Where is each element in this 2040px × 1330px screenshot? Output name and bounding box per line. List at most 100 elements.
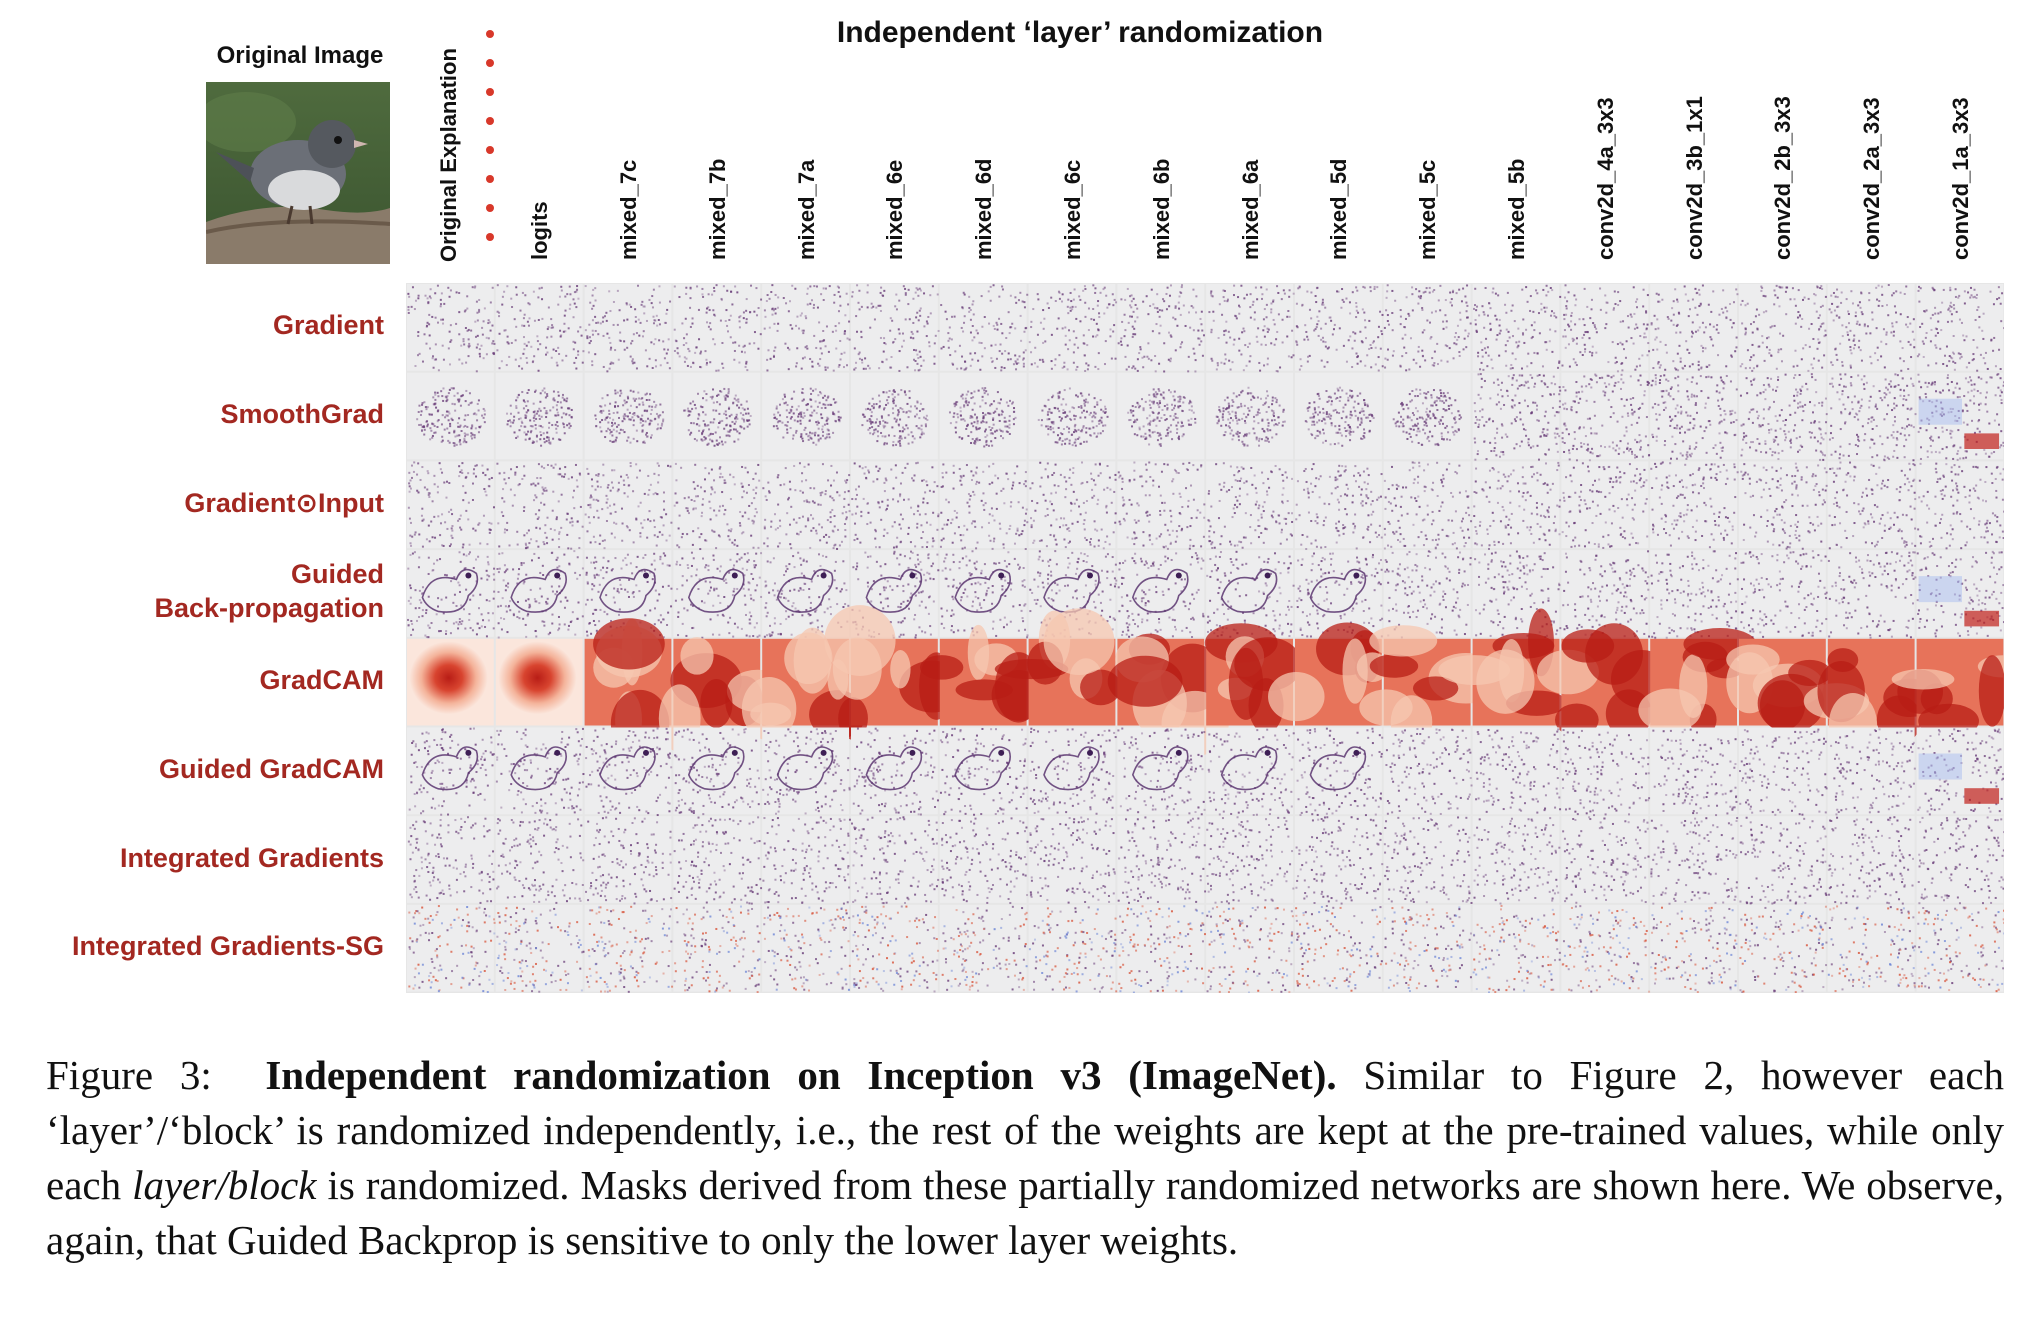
cell-r8-c8	[1028, 904, 1118, 993]
original-bird-image	[206, 82, 390, 264]
col-label-original-explanation: Original Explanation	[436, 48, 461, 262]
caption-bold-title: Independent randomization on Inception v…	[265, 1052, 1337, 1098]
col-label-conv2d-2a-3x3: conv2d_2a_3x3	[1859, 97, 1885, 260]
cell-r7-c18	[1916, 816, 2004, 905]
cell-r4-c16	[1739, 550, 1828, 639]
cell-r8-c18	[1916, 904, 2004, 993]
cell-r4-c13	[1472, 550, 1562, 639]
cell-r1-c5	[762, 284, 851, 372]
original-image-title: Original Image	[216, 42, 384, 69]
col-label-mixed-7a: mixed_7a	[793, 159, 819, 260]
cell-r6-c7	[939, 727, 1028, 816]
cell-r3-c15	[1650, 461, 1739, 549]
caption-text-2: is randomized. Masks derived from these …	[46, 1162, 2005, 1263]
cell-r8-c3	[584, 904, 674, 993]
cell-r2-c17	[1827, 372, 1917, 462]
cell-r7-c12	[1383, 816, 1473, 904]
col-label-mixed-6c: mixed_6c	[1060, 159, 1085, 260]
cell-r3-c4	[673, 461, 761, 551]
cell-r6-c6	[851, 727, 939, 816]
cell-r5-c18	[1891, 638, 2004, 739]
col-label-mixed-7b: mixed_7b	[704, 158, 730, 261]
caption-italic: layer/block	[132, 1162, 317, 1208]
cell-r6-c17	[1827, 727, 1916, 816]
cell-r8-c7	[939, 904, 1028, 992]
cell-r8-c14	[1561, 904, 1651, 993]
cell-r8-c12	[1383, 904, 1472, 993]
cell-r1-c14	[1561, 284, 1651, 373]
cell-r2-c10	[1206, 372, 1293, 460]
cell-r7-c6	[851, 816, 940, 905]
col-label-mixed-5c: mixed_5c	[1415, 159, 1441, 260]
cell-r2-c15	[1650, 372, 1738, 460]
cell-r8-c13	[1472, 904, 1561, 993]
cell-r7-c2	[495, 816, 585, 904]
cell-r5-c15	[1638, 628, 1757, 736]
cell-r6-c13	[1472, 727, 1562, 815]
cell-r1-c4	[673, 284, 763, 372]
cell-r5-c3	[584, 618, 672, 758]
row-label-7: Integrated Gradients	[119, 842, 384, 873]
cell-r7-c11	[1295, 816, 1384, 905]
cell-r4-c10	[1206, 550, 1295, 638]
row-label-3: Gradient⊙Input	[184, 487, 384, 518]
cell-r8-c6	[851, 904, 939, 993]
cell-r8-c15	[1650, 904, 1738, 993]
cell-r4-c1	[407, 550, 496, 639]
cell-r6-c4	[673, 727, 761, 816]
cell-r1-c3	[584, 284, 672, 373]
figure-3: Original Image Independent ‘layer’ rando…	[71, 16, 2004, 993]
cell-r6-c10	[1206, 727, 1295, 817]
cell-r6-c2	[495, 727, 585, 816]
cell-r4-c6	[851, 550, 940, 639]
cell-r8-c5	[762, 904, 851, 992]
cell-r4-c7	[939, 550, 1029, 639]
row-label-8: Integrated Gradients-SG	[71, 931, 384, 962]
cell-r7-c1	[407, 816, 495, 904]
cell-r4-c12	[1383, 550, 1472, 639]
row-label-2: SmoothGrad	[220, 399, 384, 430]
cell-r3-c8	[1028, 461, 1117, 550]
cell-r6-c12	[1383, 727, 1473, 815]
cell-r3-c6	[851, 461, 940, 549]
col-label-mixed-5b: mixed_5b	[1504, 158, 1529, 261]
cell-r1-c2	[495, 284, 585, 372]
cell-r3-c1	[407, 461, 495, 549]
cell-r4-c4	[673, 550, 763, 639]
cell-r6-c11	[1295, 727, 1384, 817]
cell-r3-c7	[939, 461, 1029, 551]
col-label-mixed-5d: mixed_5d	[1326, 158, 1352, 261]
cell-r7-c13	[1472, 816, 1561, 905]
cell-r4-c15	[1650, 550, 1739, 639]
cell-r7-c5	[762, 816, 851, 905]
cell-r1-c15	[1650, 284, 1739, 372]
cell-r1-c8	[1028, 284, 1118, 372]
cell-r2-c11	[1295, 372, 1382, 460]
cell-r6-c15	[1650, 727, 1738, 817]
cell-r6-c16	[1739, 727, 1828, 816]
cell-r6-c5	[762, 727, 851, 815]
cell-r2-c18	[1916, 372, 2004, 461]
cell-r8-c9	[1117, 904, 1206, 993]
cell-r3-c18	[1916, 461, 2004, 550]
col-label-conv2d-4a-3x3: conv2d_4a_3x3	[1592, 97, 1618, 260]
cell-r2-c1	[407, 372, 494, 460]
cell-r7-c3	[584, 816, 673, 905]
col-label-conv2d-3b-1x1: conv2d_3b_1x1	[1681, 96, 1707, 260]
cell-r7-c16	[1739, 816, 1828, 905]
cell-r8-c17	[1827, 904, 1916, 993]
cell-r4-c14	[1561, 550, 1651, 638]
cell-r1-c11	[1295, 284, 1384, 372]
cell-r3-c9	[1117, 461, 1206, 550]
cell-r4-c9	[1117, 550, 1205, 639]
cell-r2-c12	[1383, 372, 1471, 460]
cell-r1-c17	[1827, 284, 1916, 372]
cell-r3-c16	[1739, 461, 1828, 550]
col-label-conv2d-2b-3x3: conv2d_2b_3x3	[1770, 96, 1796, 260]
cell-r7-c7	[939, 816, 1029, 905]
cell-r2-c4	[673, 372, 761, 460]
cell-r8-c11	[1295, 904, 1383, 992]
caption-text-1: Similar to Figure 2, however each ‘layer…	[46, 1052, 2005, 1208]
cell-r7-c14	[1561, 816, 1650, 904]
cell-r5-c16	[1726, 638, 1832, 733]
